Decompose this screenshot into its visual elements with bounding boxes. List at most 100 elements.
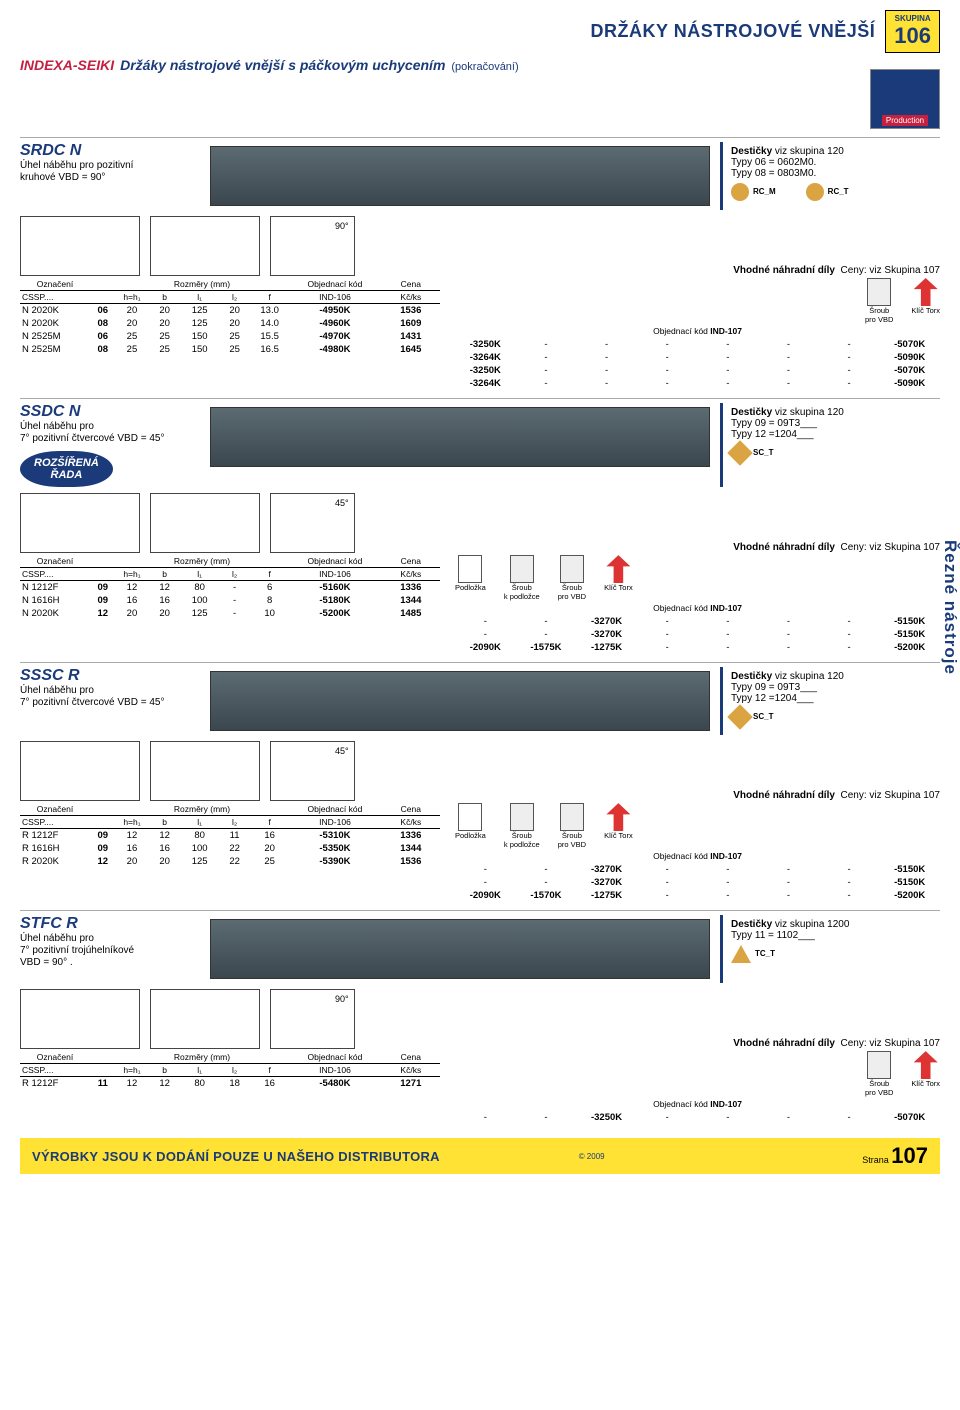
shim_screw-icon bbox=[510, 555, 534, 583]
spare-row: -3264K-------5090K bbox=[455, 377, 940, 390]
diagram-side bbox=[20, 989, 140, 1049]
spare-row: -2090K-1570K-1275K-----5200K bbox=[455, 889, 940, 902]
tool-photo bbox=[210, 671, 710, 731]
spare-parts-table: Podložka Šroub k podložce Šroub pro VBD … bbox=[455, 555, 940, 654]
tool-photo bbox=[210, 407, 710, 467]
insert-shape: SC_T bbox=[731, 444, 773, 462]
section-code: SSDC N bbox=[20, 403, 200, 421]
insert-shape: TC_T bbox=[731, 945, 775, 963]
dimensions-table: OznačeníRozměry (mm)Objednací kódCena CS… bbox=[20, 1051, 440, 1090]
spare-parts-table: Šroub pro VBD Klíč Torx Objednací kód IN… bbox=[455, 278, 940, 390]
spare-parts-title: Vhodné náhradní díly Ceny: viz Skupina 1… bbox=[733, 542, 940, 553]
title-bar: DRŽÁKY NÁSTROJOVÉ VNĚJŠÍ SKUPINA 106 bbox=[20, 10, 940, 53]
subtitle: Držáky nástrojové vnější s páčkovým uchy… bbox=[120, 57, 445, 73]
order-code-label: Objednací kód IND-107 bbox=[455, 326, 940, 336]
spare-parts-title: Vhodné náhradní díly Ceny: viz Skupina 1… bbox=[733, 1038, 940, 1049]
table-row: N 2020K12 2020125-10 -5200K1485 bbox=[20, 607, 440, 620]
continuation: (pokračování) bbox=[451, 61, 518, 73]
section-desc: Úhel náběhu pro pozitivníkruhové VBD = 9… bbox=[20, 160, 200, 184]
spare-row: ---3270K-----5150K bbox=[455, 863, 940, 876]
tool-photo bbox=[210, 919, 710, 979]
spare-row: -3250K-------5070K bbox=[455, 364, 940, 377]
torx-icon-col: Klíč Torx bbox=[604, 803, 633, 849]
shim_screw-icon-col: Šroub k podložce bbox=[504, 555, 540, 601]
page-title: DRŽÁKY NÁSTROJOVÉ VNĚJŠÍ bbox=[591, 21, 876, 42]
angle-label: 45° bbox=[335, 498, 349, 508]
spare-row: ---3270K-----5150K bbox=[455, 876, 940, 889]
spare-row: -2090K-1575K-1275K-----5200K bbox=[455, 641, 940, 654]
torx-icon-col: Klíč Torx bbox=[604, 555, 633, 601]
spare-row: ---3270K-----5150K bbox=[455, 615, 940, 628]
extended-range-badge: ROZŠÍŘENÁŘADA bbox=[20, 451, 113, 487]
dimensions-table: OznačeníRozměry (mm)Objednací kódCena CS… bbox=[20, 555, 440, 620]
shim-icon-col: Podložka bbox=[455, 555, 486, 601]
section-ssdc-n: SSDC N Úhel náběhu pro7° pozitivní čtver… bbox=[20, 398, 940, 654]
spare-parts-title: Vhodné náhradní díly Ceny: viz Skupina 1… bbox=[733, 265, 940, 276]
torx-icon bbox=[606, 555, 630, 583]
shim-icon bbox=[458, 555, 482, 583]
tool-photo bbox=[210, 146, 710, 206]
production-icon: Production bbox=[870, 69, 940, 129]
insert-shape: SC_T bbox=[731, 708, 773, 726]
page-number: Strana 107 bbox=[862, 1143, 928, 1169]
spare-row: ---3250K-----5070K bbox=[455, 1111, 940, 1124]
table-row: R 1212F09 1212801116 -5310K1336 bbox=[20, 829, 440, 843]
insert-shape: RC_T bbox=[806, 183, 849, 201]
torx-icon bbox=[606, 803, 630, 831]
torx-icon-col: Klíč Torx bbox=[911, 278, 940, 324]
spare-row: ---3270K-----5150K bbox=[455, 628, 940, 641]
dimensions-table: OznačeníRozměry (mm)Objednací kódCena CS… bbox=[20, 803, 440, 868]
screw-icon-col: Šroub pro VBD bbox=[558, 803, 586, 849]
section-stfc-r: STFC R Úhel náběhu pro7° pozitivní trojú… bbox=[20, 910, 940, 1124]
screw-icon-col: Šroub pro VBD bbox=[865, 278, 893, 324]
section-code: SRDC N bbox=[20, 142, 200, 160]
shim_screw-icon-col: Šroub k podložce bbox=[504, 803, 540, 849]
diagram-top bbox=[150, 989, 260, 1049]
copyright: © 2009 bbox=[579, 1152, 605, 1161]
torx-icon bbox=[914, 278, 938, 306]
spare-icons-row: Šroub pro VBD Klíč Torx bbox=[455, 1051, 940, 1097]
table-row: R 1616H09 16161002220 -5350K1344 bbox=[20, 842, 440, 855]
screw-icon-col: Šroub pro VBD bbox=[558, 555, 586, 601]
diagram-top bbox=[150, 216, 260, 276]
table-row: R 2020K12 20201252225 -5390K1536 bbox=[20, 855, 440, 868]
section-code: STFC R bbox=[20, 915, 200, 933]
insert-shape: RC_M bbox=[731, 183, 776, 201]
catalog-page: DRŽÁKY NÁSTROJOVÉ VNĚJŠÍ SKUPINA 106 IND… bbox=[0, 0, 960, 1194]
footer-bar: VÝROBKY JSOU K DODÁNÍ POUZE U NAŠEHO DIS… bbox=[20, 1138, 940, 1174]
shim-icon-col: Podložka bbox=[455, 803, 486, 849]
screw-icon-col: Šroub pro VBD bbox=[865, 1051, 893, 1097]
section-code: SSSC R bbox=[20, 667, 200, 685]
diagram-side bbox=[20, 493, 140, 553]
table-row: N 2020K08 20201252014.0 -4960K1609 bbox=[20, 317, 440, 330]
spare-icons-row: Podložka Šroub k podložce Šroub pro VBD … bbox=[455, 555, 940, 601]
spare-icons-row: Šroub pro VBD Klíč Torx bbox=[455, 278, 940, 324]
spare-parts-table: Podložka Šroub k podložce Šroub pro VBD … bbox=[455, 803, 940, 902]
angle-label: 90° bbox=[335, 221, 349, 231]
table-row: N 2020K06 20201252013.0 -4950K1536 bbox=[20, 303, 440, 317]
insert-info: Destičky viz skupina 120 Typy 09 = 09T3_… bbox=[720, 667, 940, 735]
spare-parts-title: Vhodné náhradní díly Ceny: viz Skupina 1… bbox=[733, 790, 940, 801]
insert-info: Destičky viz skupina 120 Typy 06 = 0602M… bbox=[720, 142, 940, 210]
section-desc: Úhel náběhu pro7° pozitivní čtvercové VB… bbox=[20, 685, 200, 709]
screw-icon bbox=[867, 278, 891, 306]
group-badge: SKUPINA 106 bbox=[885, 10, 940, 53]
spare-parts-table: Šroub pro VBD Klíč Torx Objednací kód IN… bbox=[455, 1051, 940, 1124]
shim-icon bbox=[458, 803, 482, 831]
footer-msg: VÝROBKY JSOU K DODÁNÍ POUZE U NAŠEHO DIS… bbox=[32, 1149, 440, 1164]
spare-icons-row: Podložka Šroub k podložce Šroub pro VBD … bbox=[455, 803, 940, 849]
brand: INDEXA-SEIKI bbox=[20, 57, 114, 73]
insert-info: Destičky viz skupina 1200 Typy 11 = 1102… bbox=[720, 915, 940, 983]
diagram-side bbox=[20, 216, 140, 276]
table-row: R 1212F11 1212801816 -5480K1271 bbox=[20, 1077, 440, 1091]
diagram-top bbox=[150, 741, 260, 801]
table-row: N 2525M08 25251502516.5 -4980K1645 bbox=[20, 343, 440, 356]
section-sssc-r: SSSC R Úhel náběhu pro7° pozitivní čtver… bbox=[20, 662, 940, 902]
table-row: N 1616H09 1616100-8 -5180K1344 bbox=[20, 594, 440, 607]
section-srdc-n: SRDC N Úhel náběhu pro pozitivníkruhové … bbox=[20, 137, 940, 390]
order-code-label: Objednací kód IND-107 bbox=[455, 851, 940, 861]
table-row: N 1212F09 121280-6 -5160K1336 bbox=[20, 581, 440, 595]
order-code-label: Objednací kód IND-107 bbox=[455, 603, 940, 613]
side-tab: Řezné nástroje bbox=[940, 540, 960, 675]
angle-label: 90° bbox=[335, 994, 349, 1004]
